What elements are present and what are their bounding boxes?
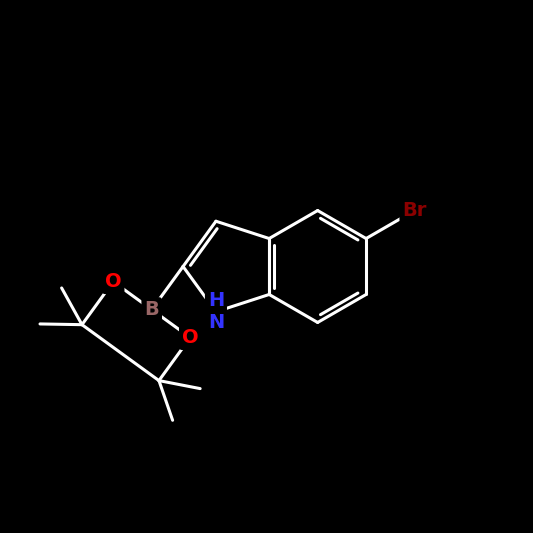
Text: Br: Br (402, 201, 427, 220)
Text: O: O (182, 328, 198, 347)
Text: B: B (144, 300, 159, 319)
Text: H
N: H N (208, 291, 224, 332)
Text: O: O (105, 272, 122, 291)
